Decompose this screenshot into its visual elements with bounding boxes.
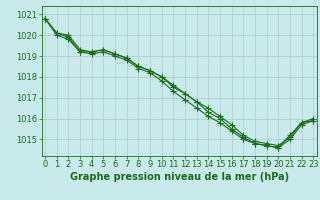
X-axis label: Graphe pression niveau de la mer (hPa): Graphe pression niveau de la mer (hPa) <box>70 172 289 182</box>
